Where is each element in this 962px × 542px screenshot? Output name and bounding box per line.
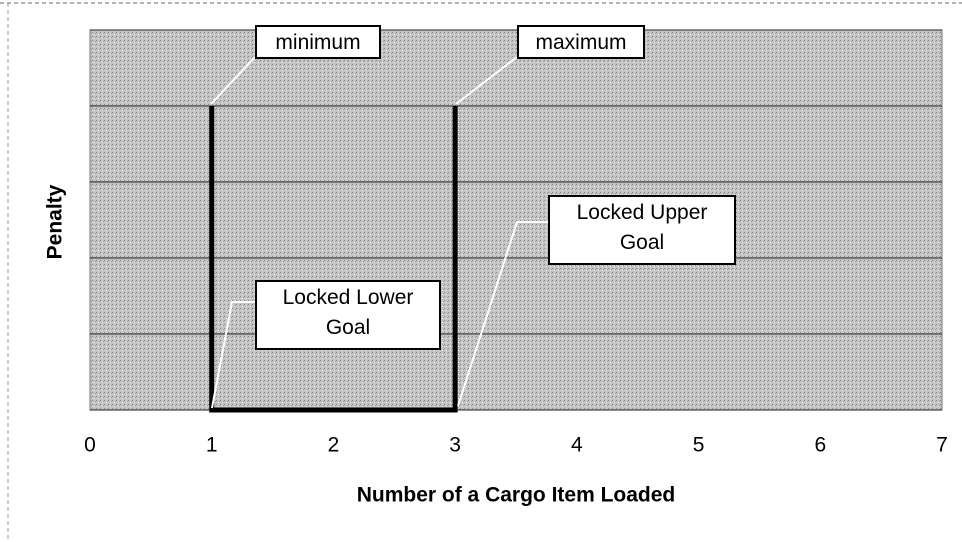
x-tick-label: 0 bbox=[84, 434, 96, 457]
penalty-line bbox=[209, 106, 458, 413]
callout-leader bbox=[210, 56, 256, 105]
annotation: minimum bbox=[255, 25, 381, 59]
x-tick-label: 1 bbox=[206, 434, 218, 457]
callout-leader bbox=[455, 56, 518, 105]
x-axis-label: Number of a Cargo Item Loaded bbox=[357, 484, 676, 507]
x-tick-label: 6 bbox=[814, 434, 826, 457]
callout-leader bbox=[457, 221, 548, 407]
annotation: maximum bbox=[517, 25, 645, 59]
x-tick-label: 7 bbox=[936, 434, 948, 457]
y-axis-label: Penalty bbox=[44, 184, 67, 259]
annotation: Locked Lower Goal bbox=[255, 280, 441, 350]
annotation: Locked Upper Goal bbox=[548, 195, 736, 265]
x-tick-label: 3 bbox=[449, 434, 461, 457]
x-tick-label: 4 bbox=[571, 434, 583, 457]
x-tick-label: 5 bbox=[693, 434, 705, 457]
callout-leader bbox=[211, 301, 255, 409]
plot-area bbox=[89, 29, 943, 411]
x-tick-label: 2 bbox=[328, 434, 340, 457]
